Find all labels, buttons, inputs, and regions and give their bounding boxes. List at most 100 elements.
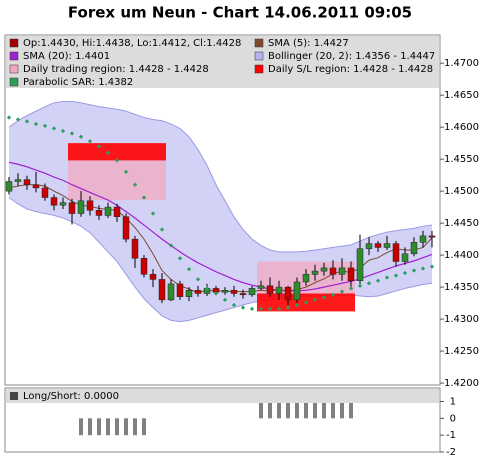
y-tick-label: 1.4300 [444, 314, 479, 325]
legend-label: Daily S/L region: 1.4428 - 1.4428 [268, 64, 433, 75]
candle-body [284, 286, 292, 301]
candle-body [293, 281, 301, 301]
candle-body [5, 181, 13, 192]
sar-dot [303, 300, 309, 305]
legend-background [6, 36, 439, 88]
sar-dot [150, 211, 156, 216]
sar-dot [330, 292, 336, 297]
candle-body [194, 290, 202, 294]
candle-body [149, 274, 157, 280]
long-short-bar [115, 418, 119, 436]
bollinger-upper [8, 101, 433, 253]
candle-body [77, 200, 85, 214]
long-short-bar [322, 401, 326, 419]
sar-dot [411, 268, 417, 273]
sar-dot [276, 306, 282, 311]
sar-dot [294, 302, 300, 308]
sar-dot [204, 286, 210, 291]
candle-body [131, 238, 139, 259]
legend-swatch [9, 38, 19, 48]
candle-body [329, 267, 337, 275]
candle-body [230, 290, 238, 294]
long-short-bar [331, 401, 335, 419]
legend-swatch [9, 64, 19, 74]
y-tick-label: 1.4450 [444, 218, 479, 229]
candle-body [122, 216, 130, 240]
sar-dot [267, 306, 273, 311]
long-short-bar [277, 401, 281, 419]
sar-dot [249, 306, 255, 311]
sar-dot [222, 297, 228, 303]
trading-region [68, 160, 166, 201]
sar-dot [429, 264, 435, 269]
candle-body [338, 267, 346, 275]
legend-label: Long/Short: 0.0000 [23, 391, 119, 402]
sar-dot [141, 195, 147, 200]
sar-dot [69, 131, 75, 136]
candle-body [23, 179, 31, 185]
sar-dot [393, 273, 399, 278]
y-tick-label: 1.4250 [444, 346, 479, 357]
long-short-bar [304, 401, 308, 419]
legend-label: Bollinger (20, 2): 1.4356 - 1.4447 [268, 51, 435, 62]
candle-body [347, 267, 355, 281]
legend-label: SMA (20): 1.4401 [23, 51, 110, 62]
sar-dot [60, 128, 66, 134]
candle-body [86, 200, 94, 211]
candle-body [428, 235, 436, 238]
sar-dot [168, 243, 174, 248]
sar-dot [177, 256, 183, 261]
y-tick-label: -2 [446, 447, 456, 457]
sar-dot [123, 169, 129, 175]
sar-dot [231, 302, 237, 308]
candle-body [50, 197, 58, 206]
candle-body [302, 274, 310, 283]
sar-dot [159, 227, 165, 232]
candle-body [248, 288, 256, 296]
candle-body [41, 187, 49, 198]
long-short-bar [349, 401, 353, 419]
panel-legend-background [6, 389, 439, 403]
candle-body [68, 202, 76, 214]
sar-dot [105, 150, 111, 155]
sar-dot [96, 144, 102, 149]
candle-body [59, 202, 67, 206]
legend-label: SMA (5): 1.4427 [268, 38, 349, 49]
sar-dot [132, 182, 138, 187]
sar-dot [87, 139, 93, 144]
candle-body [320, 267, 328, 272]
sar-dot [24, 119, 30, 124]
long-short-bar [313, 401, 317, 419]
y-tick-label: 1 [450, 396, 456, 407]
sar-dot [375, 278, 381, 283]
legend-label: Parabolic SAR: 1.4382 [23, 77, 133, 88]
sar-dot [366, 281, 372, 286]
y-tick-label: 1.4200 [444, 378, 479, 389]
legend-swatch [254, 51, 264, 61]
sl-region [68, 143, 166, 161]
sar-dot [384, 275, 390, 280]
candle-body [239, 293, 247, 296]
long-short-bar [79, 418, 83, 436]
sar-dot [339, 289, 345, 294]
y-tick-label: 1.4600 [444, 122, 479, 133]
legend-swatch [9, 51, 19, 61]
y-tick-label: 1.4500 [444, 186, 479, 197]
candle-body [275, 286, 283, 294]
candle-body [311, 270, 319, 275]
candle-body [14, 179, 22, 182]
candle-body [365, 243, 373, 249]
sar-dot [321, 295, 327, 300]
y-tick-label: 1.4700 [444, 58, 479, 69]
long-short-bar [268, 401, 272, 419]
sar-dot [312, 297, 318, 303]
candle-body [104, 206, 112, 216]
candle-body [167, 283, 175, 301]
sar-dot [357, 283, 363, 288]
y-tick-label: 1.4650 [444, 90, 479, 101]
sar-dot [240, 305, 246, 310]
sar-dot [402, 270, 408, 276]
sar-dot [258, 306, 264, 311]
legend-label: Daily trading region: 1.4428 - 1.4428 [23, 64, 209, 75]
